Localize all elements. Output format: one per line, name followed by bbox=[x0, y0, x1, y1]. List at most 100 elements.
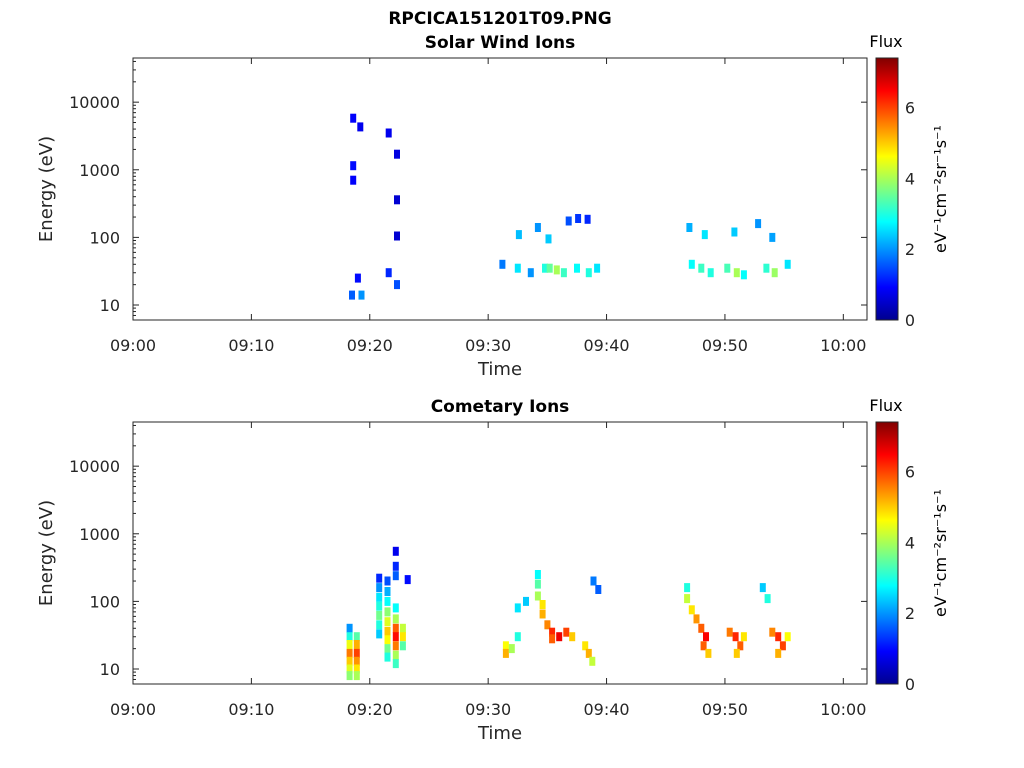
heatmap-cell bbox=[392, 659, 399, 669]
y-tick-label: 10 bbox=[100, 296, 120, 315]
x-axis-ticks-solar-wind: 09:00 09:10 09:20 09:30 09:40 09:50 10:00 bbox=[110, 58, 866, 355]
heatmap-cell bbox=[707, 268, 714, 278]
colorbar-tick-label: 2 bbox=[905, 604, 915, 623]
heatmap-cell bbox=[698, 623, 705, 633]
heatmap-cell bbox=[563, 627, 570, 637]
heatmap-cell bbox=[354, 273, 361, 283]
heatmap-cell bbox=[534, 223, 541, 232]
heatmap-cell bbox=[688, 605, 695, 615]
heatmap-cell bbox=[384, 617, 391, 627]
x-tick-label: 10:00 bbox=[820, 700, 866, 719]
heatmap-cell bbox=[589, 656, 596, 666]
panel-title-solar-wind: Solar Wind Ions bbox=[425, 33, 576, 53]
colorbar-title-cometary: Flux bbox=[869, 396, 902, 415]
heatmap-cell bbox=[582, 641, 589, 651]
colorbar-label-solar-wind: eV⁻¹cm⁻²sr⁻¹s⁻¹ bbox=[931, 125, 950, 253]
heatmap-cell bbox=[392, 546, 399, 556]
heatmap-cell bbox=[357, 122, 364, 132]
heatmap-cell bbox=[514, 263, 521, 273]
heatmap-cell bbox=[771, 268, 778, 278]
heatmap-cell bbox=[394, 149, 400, 159]
heatmap-cell bbox=[399, 632, 406, 642]
heatmap-cell bbox=[684, 594, 691, 604]
heatmap-cell bbox=[775, 632, 782, 642]
heatmap-cell bbox=[376, 620, 383, 630]
heatmap-cell bbox=[523, 596, 529, 606]
heatmap-cell bbox=[350, 175, 357, 185]
colorbar-solar-wind bbox=[875, 57, 899, 321]
heatmap-cell bbox=[514, 632, 521, 642]
heatmap-cell bbox=[534, 570, 541, 579]
heatmap-cell bbox=[731, 227, 738, 237]
heatmap-cell bbox=[384, 576, 391, 586]
heatmap-cell bbox=[384, 587, 391, 596]
heatmap-cell bbox=[542, 263, 548, 273]
heatmap-cell bbox=[392, 603, 399, 613]
heatmap-cell bbox=[349, 290, 355, 300]
x-tick-label: 09:10 bbox=[228, 700, 274, 719]
heatmap-cell bbox=[346, 671, 353, 681]
x-tick-label: 09:20 bbox=[347, 700, 393, 719]
heatmap-cell bbox=[392, 571, 399, 581]
x-tick-label: 09:20 bbox=[347, 336, 393, 355]
heatmap-cell bbox=[724, 263, 731, 273]
heatmap-cell bbox=[392, 650, 399, 660]
heatmap-cell bbox=[737, 641, 744, 651]
x-tick-label: 09:10 bbox=[228, 336, 274, 355]
y-axis-ticks-cometary: 10 100 1000 10000 bbox=[69, 424, 867, 685]
heatmap-cell bbox=[574, 263, 580, 273]
y-tick-label: 1000 bbox=[79, 525, 120, 544]
y-tick-label: 10000 bbox=[69, 457, 120, 476]
colorbar-cometary bbox=[875, 421, 899, 685]
heatmap-cell bbox=[385, 268, 392, 278]
colorbar-tick-label: 0 bbox=[905, 311, 915, 330]
heatmap-cell bbox=[701, 230, 708, 240]
heatmap-cell bbox=[545, 234, 552, 244]
heatmap-cell bbox=[584, 214, 591, 224]
heatmap-cell bbox=[740, 270, 747, 280]
heatmap-cell bbox=[353, 648, 360, 658]
heatmap-cell bbox=[392, 561, 399, 571]
heatmap-cell bbox=[376, 583, 383, 593]
heatmap-cell bbox=[384, 607, 391, 617]
heatmap-cell bbox=[546, 263, 553, 273]
heatmap-cell bbox=[385, 128, 392, 138]
heatmap-cell bbox=[784, 632, 791, 642]
heatmap-cell bbox=[686, 223, 693, 232]
heatmap-cell bbox=[353, 656, 360, 666]
heatmap-cell bbox=[733, 648, 740, 658]
heatmap-cell bbox=[399, 623, 406, 633]
heatmap-cell bbox=[514, 603, 521, 613]
colorbar-tick-label: 0 bbox=[905, 675, 915, 694]
heatmap-cell bbox=[726, 627, 733, 637]
heatmap-cell bbox=[769, 232, 776, 242]
colorbar-tick-label: 4 bbox=[905, 533, 915, 552]
heatmap-cell bbox=[764, 594, 771, 604]
heatmap-cell bbox=[394, 280, 400, 290]
heatmap-cell bbox=[384, 644, 391, 654]
heatmap-cell bbox=[346, 640, 353, 649]
heatmap-cell bbox=[394, 231, 400, 241]
heatmap-cells-cometary bbox=[346, 546, 791, 681]
heatmap-cell bbox=[560, 268, 567, 278]
heatmap-cell bbox=[693, 614, 700, 624]
heatmap-cell bbox=[700, 641, 707, 651]
heatmap-cell bbox=[384, 652, 391, 662]
heatmap-cell bbox=[755, 219, 762, 229]
heatmap-cell bbox=[502, 648, 509, 658]
heatmap-cell bbox=[350, 113, 357, 123]
heatmap-cell bbox=[759, 583, 766, 593]
x-tick-label: 09:40 bbox=[583, 700, 629, 719]
heatmap-cell bbox=[539, 609, 546, 619]
colorbar-tick-label: 4 bbox=[905, 169, 915, 188]
figure-title: RPCICA151201T09.PNG bbox=[388, 9, 611, 29]
heatmap-cell bbox=[565, 216, 572, 226]
heatmap-cell bbox=[539, 600, 546, 609]
heatmap-cell bbox=[534, 579, 541, 589]
colorbar-tick-label: 2 bbox=[905, 240, 915, 259]
heatmap-cell bbox=[346, 623, 353, 633]
heatmap-cell bbox=[544, 620, 551, 630]
colorbar-ticks-solar-wind: 0 2 4 6 bbox=[905, 99, 915, 330]
heatmap-cell bbox=[515, 230, 522, 240]
